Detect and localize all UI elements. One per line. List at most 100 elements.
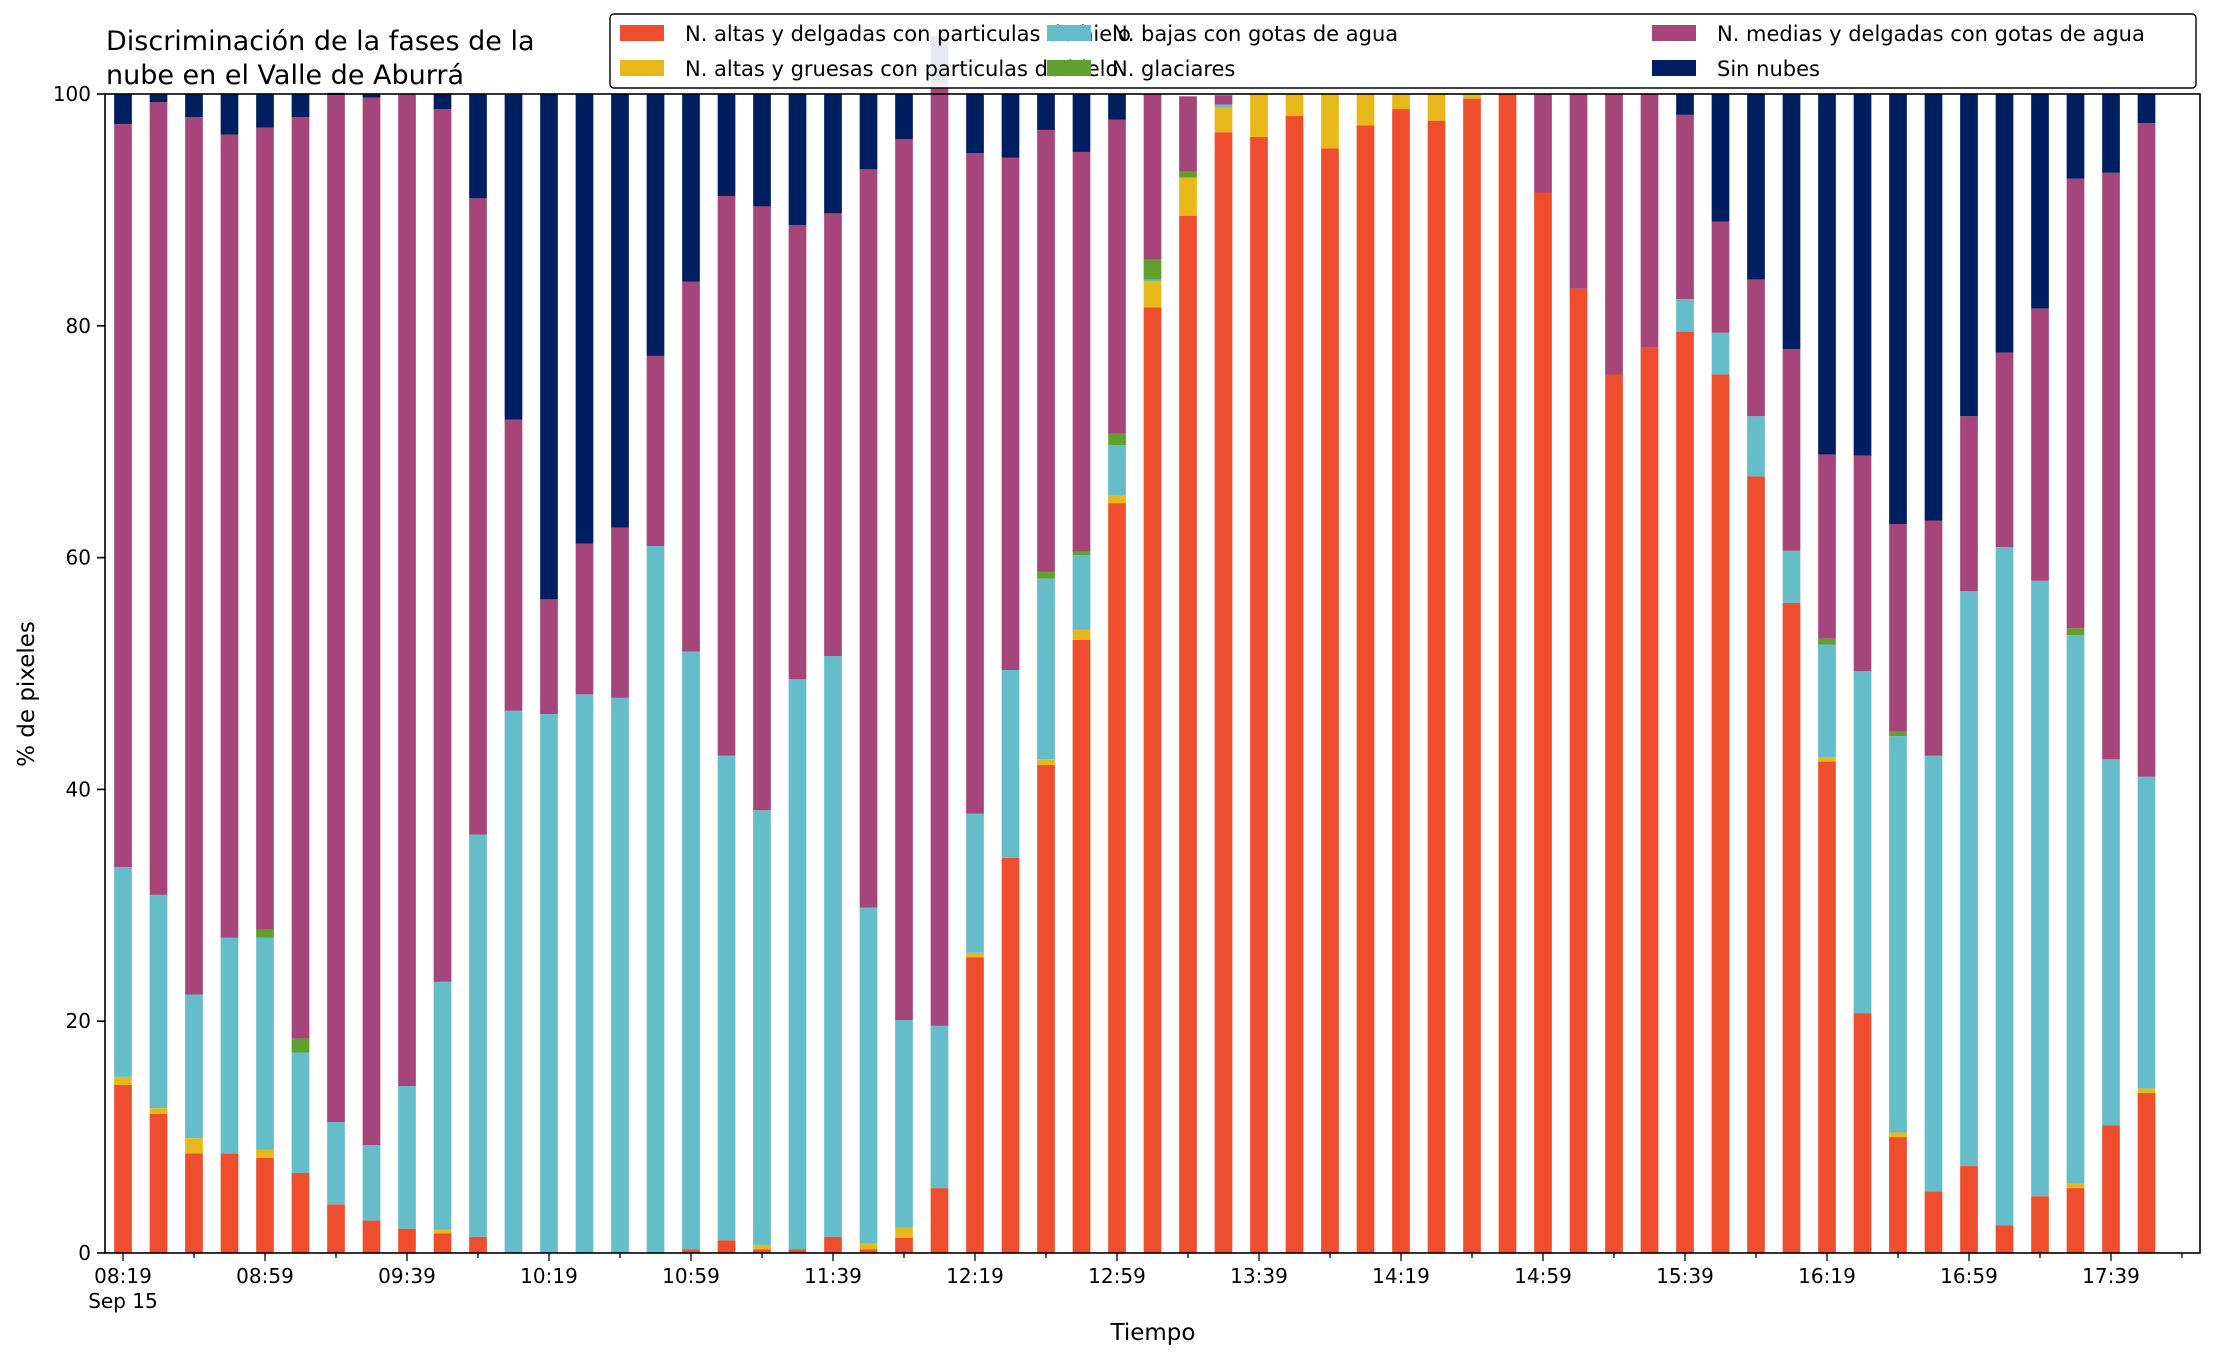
bar-segment-s1-29: [1143, 281, 1162, 308]
bar-segment-s0-34: [1321, 148, 1339, 1254]
bar-segment-s2-8: [398, 1086, 416, 1229]
x-tick-label-12: 16:19: [1798, 1264, 1856, 1288]
bar-segment-s5-0: [114, 94, 132, 125]
legend-box: [609, 13, 2197, 89]
bar-segment-s2-1: [149, 894, 168, 1109]
bar-segment-s2-45: [1711, 332, 1730, 375]
bar-segment-s4-10: [469, 198, 487, 835]
bar-segment-s5-27: [1072, 94, 1091, 152]
bar-segment-s3-30: [1179, 171, 1197, 178]
bar-segment-s3-48: [1818, 638, 1836, 645]
legend-swatch-1: [620, 60, 664, 76]
bar-segment-s0-17: [717, 1240, 736, 1253]
bar-segment-s2-48: [1818, 644, 1836, 757]
bar-segment-s4-46: [1747, 279, 1765, 417]
bar-segment-s4-41: [1569, 94, 1588, 289]
bar-segment-s0-47: [1782, 602, 1801, 1253]
bars-layer: [114, 36, 2156, 1254]
bar-segment-s5-44: [1676, 94, 1694, 115]
bar-segment-s5-20: [824, 94, 842, 214]
bar-segment-s5-1: [149, 94, 168, 103]
bar-segment-s4-42: [1605, 94, 1623, 375]
bar-segment-s0-29: [1143, 307, 1162, 1253]
bar-segment-s4-48: [1818, 454, 1836, 639]
legend-label-3: N. glaciares: [1112, 57, 1235, 81]
bar-segment-s5-47: [1782, 94, 1801, 349]
bar-segment-s2-22: [895, 1020, 913, 1228]
bar-segment-s4-2: [185, 117, 203, 995]
bar-segment-s2-18: [753, 810, 771, 1245]
bar-segment-s1-32: [1250, 94, 1268, 137]
bar-segment-s2-16: [682, 651, 700, 1250]
bar-segment-s2-52: [1960, 591, 1978, 1167]
x-tick-label-0: 08:19: [94, 1264, 152, 1288]
bar-segment-s2-11: [504, 710, 523, 1253]
bar-segment-s0-50: [1889, 1137, 1907, 1253]
bar-segment-s5-15: [646, 94, 665, 356]
bar-segment-s0-56: [2102, 1125, 2120, 1253]
bar-segment-s0-40: [1534, 192, 1552, 1253]
bar-segment-s0-19: [788, 1249, 807, 1253]
chart-title-line-2: nube en el Valle de Aburrá: [106, 60, 464, 91]
bar-segment-s4-54: [2031, 308, 2049, 581]
bar-segment-s2-12: [540, 714, 558, 1253]
bar-segment-s0-22: [895, 1237, 913, 1253]
bar-segment-s5-46: [1747, 94, 1765, 280]
bar-segment-s5-22: [895, 94, 913, 140]
bar-segment-s2-54: [2031, 580, 2049, 1197]
bar-segment-s4-11: [504, 419, 523, 711]
bar-segment-s1-48: [1818, 756, 1836, 762]
bar-segment-s5-9: [433, 94, 452, 110]
bar-segment-s0-28: [1108, 503, 1126, 1253]
bar-segment-s2-44: [1676, 299, 1694, 332]
bar-segment-s5-55: [2066, 94, 2085, 179]
bar-segment-s3-50: [1889, 731, 1907, 737]
bar-segment-s0-43: [1640, 347, 1659, 1253]
bar-segment-s0-37: [1427, 120, 1446, 1253]
bar-segment-s5-28: [1108, 94, 1126, 120]
bar-segment-s1-22: [895, 1227, 913, 1238]
bar-segment-s4-27: [1072, 151, 1091, 552]
x-tick-label-13: 16:59: [1940, 1264, 1998, 1288]
bar-segment-s1-21: [859, 1243, 878, 1250]
bar-segment-s3-4: [256, 929, 274, 938]
bar-segment-s1-38: [1463, 94, 1481, 99]
bar-segment-s2-9: [433, 981, 452, 1230]
bar-segment-s0-46: [1747, 476, 1765, 1254]
bar-segment-s5-48: [1818, 94, 1836, 455]
bar-segment-s2-49: [1853, 671, 1872, 1014]
bar-segment-s0-18: [753, 1249, 771, 1253]
x-tick-label-4: 10:59: [662, 1264, 720, 1288]
chart-title-line-1: Discriminación de la fases de la: [106, 26, 535, 57]
bar-segment-s0-20: [824, 1236, 842, 1253]
bar-segment-s2-47: [1782, 550, 1801, 603]
bar-segment-s1-50: [1889, 1132, 1907, 1138]
bar-segment-s0-55: [2066, 1188, 2085, 1253]
bar-segment-s0-35: [1356, 125, 1375, 1253]
bar-segment-s0-41: [1569, 288, 1588, 1254]
bar-segment-s1-30: [1179, 177, 1197, 216]
bar-segment-s3-26: [1037, 571, 1055, 579]
bar-segment-s0-38: [1463, 98, 1481, 1253]
legend-swatch-4: [1652, 25, 1696, 41]
y-axis-label: % de pixeles: [14, 621, 40, 767]
bar-segment-s0-51: [1924, 1191, 1943, 1253]
y-tick-label-80: 80: [66, 314, 91, 338]
bar-segment-s4-49: [1853, 455, 1872, 672]
bar-segment-s4-18: [753, 206, 771, 811]
bar-segment-s0-6: [327, 1204, 345, 1253]
x-tick-label-7: 12:59: [1088, 1264, 1146, 1288]
bar-segment-s5-11: [504, 94, 523, 420]
bar-segment-s0-3: [220, 1153, 239, 1253]
bar-segment-s4-7: [362, 97, 381, 1146]
bar-segment-s2-28: [1108, 445, 1126, 496]
bar-segment-s5-26: [1037, 94, 1055, 130]
bar-segment-s4-57: [2137, 122, 2156, 777]
bar-segment-s0-10: [469, 1236, 487, 1253]
x-tick-label-1: 08:59: [236, 1264, 294, 1288]
bar-segment-s4-5: [291, 117, 310, 1039]
bar-segment-s0-1: [149, 1113, 168, 1253]
bar-segment-s5-19: [788, 94, 807, 225]
